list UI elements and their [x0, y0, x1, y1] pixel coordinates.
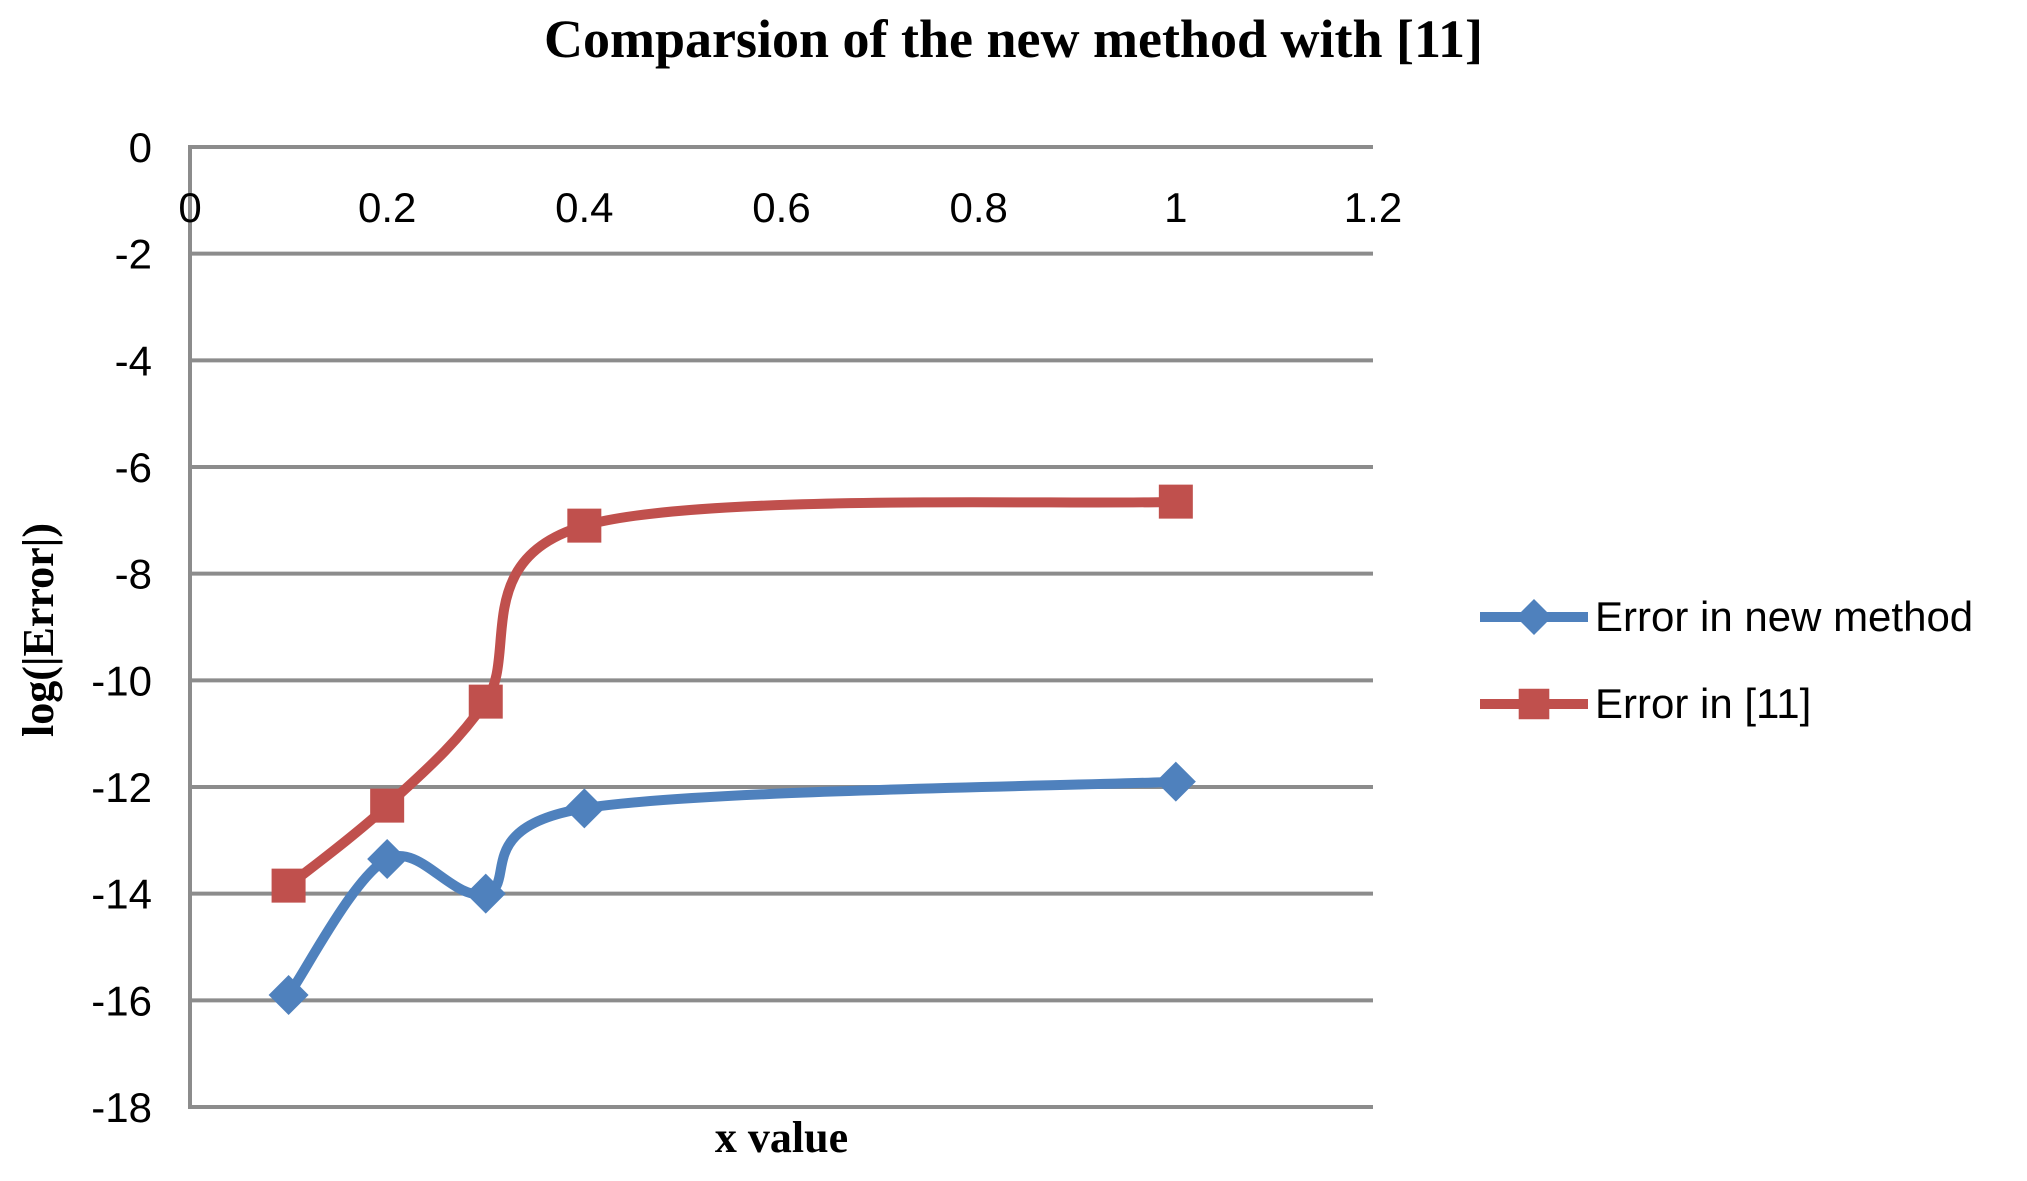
data-point-marker: [367, 839, 408, 879]
legend-item: Error in new method: [1478, 588, 1973, 645]
x-axis-title: x value: [714, 1113, 849, 1162]
legend-label: Error in new method: [1595, 592, 1974, 640]
legend-swatch: [1480, 688, 1588, 720]
series-line: [283, 776, 1181, 1000]
y-tick-label: 0: [129, 124, 152, 171]
x-tick-label: 0.6: [752, 184, 810, 231]
legend-label: Error in [11]: [1595, 679, 1812, 727]
y-tick-label: -6: [115, 444, 152, 491]
x-tick-label: 0.4: [555, 184, 613, 231]
y-tick-label: -16: [91, 977, 152, 1024]
y-tick-label: -14: [91, 871, 152, 918]
y-tick-label: -12: [91, 764, 152, 811]
legend-swatch: [1480, 599, 1588, 635]
y-tick-label: -10: [91, 657, 152, 704]
data-point-marker: [465, 873, 506, 914]
x-tick-label: 0.2: [358, 184, 416, 231]
data-point-marker: [1158, 484, 1193, 519]
data-point-marker: [268, 975, 309, 1015]
x-tick-label: 1.2: [1344, 184, 1402, 231]
data-point-marker: [370, 788, 405, 823]
data-point-marker: [1155, 761, 1196, 802]
data-point-marker: [271, 868, 306, 903]
y-tick-label: -2: [115, 231, 152, 278]
legend: Error in new method Error in [11]: [1478, 588, 1973, 732]
data-point-marker: [468, 684, 503, 719]
y-tick-label: -4: [115, 337, 152, 384]
y-tick-label: -18: [91, 1084, 152, 1131]
series-line: [283, 496, 1181, 891]
x-tick-label: 0.8: [949, 184, 1007, 231]
diamond-marker-icon: [1516, 599, 1552, 635]
data-point-marker: [567, 508, 602, 543]
data-point-marker: [564, 788, 605, 829]
legend-item: Error in [11]: [1478, 675, 1973, 732]
x-tick-label: 0: [178, 184, 201, 231]
y-tick-label: -8: [115, 551, 152, 598]
square-marker-icon: [1518, 688, 1550, 720]
chart-title: Comparsion of the new method with [11]: [544, 9, 1483, 69]
x-tick-label: 1: [1164, 184, 1187, 231]
